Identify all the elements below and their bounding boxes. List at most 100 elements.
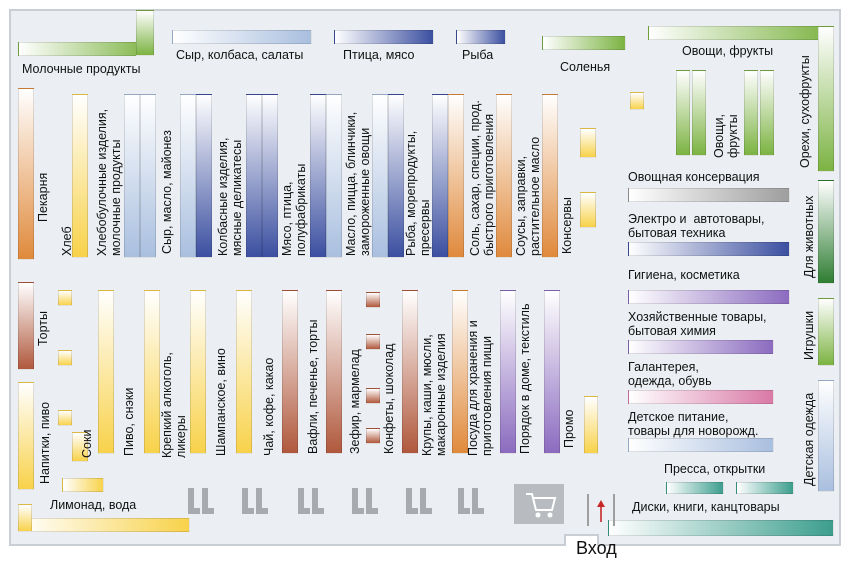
label-salt-sugar-spices: Соль, сахар, специи, прод. быстрого приг… — [468, 100, 496, 256]
cereals-shelf — [402, 290, 418, 454]
label-discs-books: Диски, книги, канцтовары — [632, 500, 780, 514]
entry-arrow-icon — [586, 494, 616, 531]
meat-shelf-2 — [326, 94, 342, 258]
label-cereals-pasta: Крупы, каши, мюсли, макаронные изделия — [420, 333, 448, 456]
label-hygiene: Гигиена, косметика — [628, 268, 740, 282]
bread-shelf — [72, 94, 88, 258]
candy-stand-3 — [366, 388, 380, 404]
hygiene-shelf — [628, 290, 790, 304]
dairy-shelf-v — [136, 10, 154, 56]
fish-seafood-shelf — [432, 94, 448, 258]
label-bread: Хлеб — [60, 226, 74, 256]
label-beer-snacks: Пиво, снэки — [122, 387, 136, 456]
sauces-shelf — [496, 94, 512, 258]
veg-canned-shelf — [628, 188, 790, 202]
label-baby-food: Детское питание, товары для новорожд. — [628, 410, 759, 438]
label-home-textile: Порядок в доме, текстиль — [518, 303, 532, 454]
candy-stand-4 — [366, 428, 380, 444]
label-canned: Консервы — [560, 197, 574, 254]
bakery-shelf — [18, 88, 34, 260]
label-nuts-dried-fruits: Орехи, сухофрукты — [798, 55, 812, 168]
fish-shelf — [456, 30, 506, 44]
label-press: Пресса, открытки — [664, 462, 766, 476]
label-strong-alcohol: Крепкий алкоголь, ликеры — [160, 352, 188, 458]
candy-stand-2 — [366, 334, 380, 350]
canned-stand-2 — [580, 192, 596, 228]
label-sausage-deli: Колбасные изделия, мясные деликатесы — [216, 137, 244, 256]
label-haberdashery: Галантерея, одежда, обувь — [628, 360, 712, 388]
label-cheese-butter-mayo: Сыр, масло, майонез — [160, 130, 174, 254]
label-juices: Соки — [80, 429, 94, 458]
candy-stand-1 — [366, 292, 380, 308]
household-shelf — [628, 340, 774, 354]
champagne-shelf — [190, 290, 206, 454]
juices-shelf — [72, 432, 88, 462]
label-waffles-cookies: Вафли, печенье, торты — [306, 319, 320, 454]
label-promo: Промо — [562, 409, 576, 448]
label-dairy: Молочные продукты — [22, 62, 141, 76]
marshmallow-shelf — [326, 290, 342, 454]
promo-stand-top — [630, 92, 644, 110]
label-household: Хозяйственные товары, бытовая химия — [628, 310, 767, 338]
label-champagne-wine: Шампанское, вино — [214, 348, 228, 456]
vegetables-top-shelf — [648, 26, 834, 40]
poultry-meat-shelf — [334, 30, 434, 44]
label-bakery: Пекарня — [36, 172, 50, 222]
label-kids-clothes: Детская одежда — [802, 392, 816, 486]
lemonade-shelf-v — [18, 504, 32, 532]
label-tea-coffee: Чай, кофе, какао — [262, 357, 276, 456]
toys-shelf — [818, 298, 834, 366]
checkout-counter-3 — [296, 486, 326, 516]
label-sauces-oil: Соусы, заправки, растительное масло — [514, 136, 542, 256]
label-bakery-products: Хлебобулочные изделия, молочные продукты — [95, 108, 123, 256]
juices-stand — [62, 478, 104, 492]
press-shelf-1 — [666, 482, 724, 494]
home-shelf — [500, 290, 516, 454]
salt-shelf — [448, 94, 464, 258]
label-lemonade: Лимонад, вода — [50, 498, 137, 512]
checkout-counter-2 — [240, 486, 270, 516]
label-electro-auto: Электро и автотовары, бытовая техника — [628, 212, 765, 240]
vegetables-right-shelf — [818, 26, 834, 172]
label-pets: Для животных — [802, 195, 816, 278]
label-vegetables-fruits-top: Овощи, фрукты — [682, 44, 774, 58]
electro-shelf — [628, 242, 790, 256]
sausage-shelf — [246, 94, 262, 258]
tea-shelf — [236, 290, 252, 454]
beer-shelf — [98, 290, 114, 454]
checkout-counter-4 — [350, 486, 380, 516]
pets-shelf — [818, 180, 834, 284]
entrance-label: Вход — [576, 538, 617, 558]
sausage-shelf-2 — [262, 94, 278, 258]
veg-island-3 — [744, 70, 758, 156]
veg-island-4 — [760, 70, 774, 156]
label-cakes: Торты — [36, 311, 50, 346]
checkout-counter-6 — [456, 486, 486, 516]
shopping-cart-icon — [514, 484, 564, 529]
label-poultry-meat: Птица, мясо — [343, 48, 415, 62]
cakes-shelf — [18, 282, 34, 370]
bakery-products-shelf-2 — [140, 94, 156, 258]
checkout-counter-5 — [404, 486, 434, 516]
cakes-stand-2 — [58, 350, 72, 366]
label-storage-dishes: Посуда для хранения и приготовления пищи — [466, 320, 494, 456]
drinks-stand — [58, 410, 72, 426]
frozen-shelf — [372, 94, 388, 258]
label-vegetables-fruits-island: Овощи, фрукты — [712, 114, 740, 158]
storage-shelf — [452, 290, 468, 454]
canned-stand-1 — [580, 128, 596, 158]
dairy-shelf-h — [18, 42, 154, 56]
discs-shelf — [608, 520, 834, 536]
cheese-butter-shelf — [180, 94, 196, 258]
waffles-shelf — [282, 290, 298, 454]
veg-island-1 — [676, 70, 690, 156]
label-veg-canned: Овощная консервация — [628, 170, 760, 184]
label-butter-pizza-frozen: Масло, пицца, блинчики, замороженные ово… — [344, 111, 372, 256]
pickles-shelf — [542, 36, 626, 50]
promo-shelf — [584, 396, 598, 454]
cheese-butter-shelf-2 — [196, 94, 212, 258]
veg-island-2 — [692, 70, 706, 156]
bakery-products-shelf — [124, 94, 140, 258]
checkout-counter-1 — [186, 486, 216, 516]
